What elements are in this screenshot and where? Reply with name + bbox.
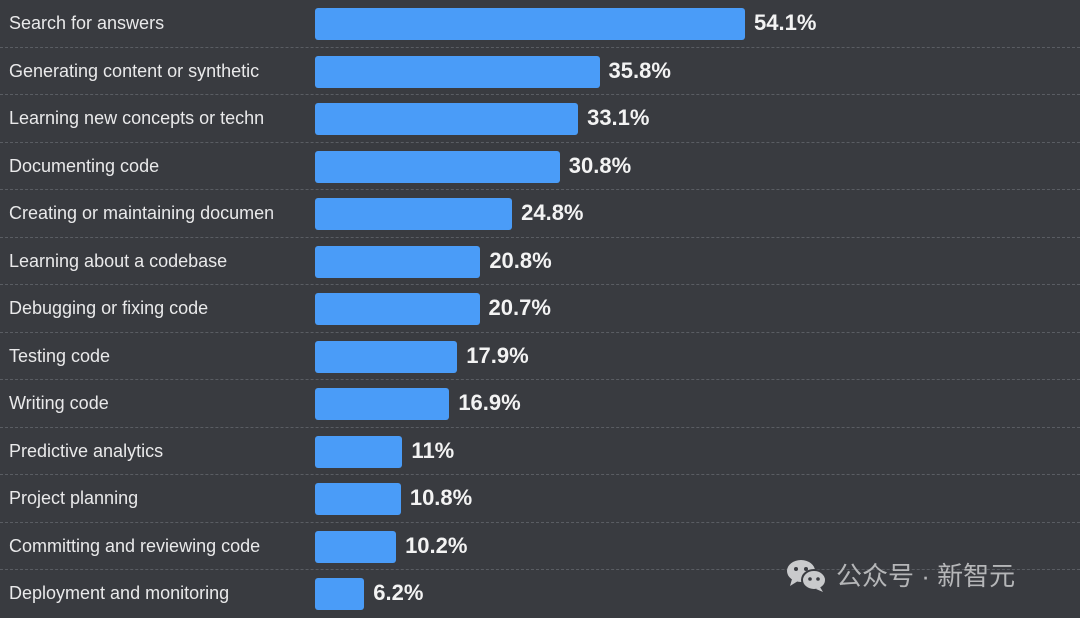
bar [315,198,513,230]
bar-row: Predictive analytics 11% [0,428,1080,475]
data-label: 17.9% [466,342,529,368]
row-separator [0,94,1080,95]
row-separator [0,189,1080,190]
category-label: Debugging or fixing code [9,298,209,318]
bar-row: Learning new concepts or techn 33.1% [0,95,1080,143]
bar [315,435,403,468]
row-separator [0,331,1080,333]
data-label: 54.1% [754,10,817,35]
category-label: Project planning [9,488,139,508]
bar [315,388,450,420]
category-label: Documenting code [9,155,160,176]
bar [315,103,579,135]
bar [315,55,600,88]
category-label: Testing code [9,345,111,366]
bar [315,578,365,610]
bar-row: Learning about a codebase 20.8% [0,238,1080,285]
data-label: 20.8% [489,247,552,273]
bar [315,8,745,40]
category-label: Deployment and monitoring [9,583,230,603]
category-label: Learning new concepts or techn [9,108,265,128]
row-separator [0,379,1080,380]
bar-row: Documenting code 30.8% [0,143,1080,190]
bar [315,530,397,563]
bar-row: Testing code 17.9% [0,333,1080,380]
bar-row: Writing code 16.9% [0,380,1080,428]
bar [315,483,401,515]
data-label: 6.2% [373,580,424,605]
row-separator [0,284,1080,285]
bar-row: Search for answers 54.1% [0,0,1080,48]
bar-row: Project planning 10.8% [0,475,1080,523]
bar [315,293,480,325]
data-label: 10.2% [405,532,468,558]
data-label: 30.8% [568,152,632,178]
bar [315,340,458,373]
bar [315,150,560,183]
row-separator [0,141,1080,143]
category-label: Search for answers [9,13,165,33]
wechat-icon [787,559,827,592]
row-separator [0,236,1080,238]
data-label: 33.1% [587,105,650,130]
data-label: 20.7% [488,295,551,320]
bar-row: Debugging or fixing code 20.7% [0,285,1080,333]
category-label: Writing code [9,393,109,413]
row-separator [0,474,1080,475]
data-label: 10.8% [409,485,473,510]
category-label: Learning about a codebase [9,250,228,271]
data-label: 24.8% [521,200,584,225]
row-separator [0,426,1080,428]
category-label: Creating or maintaining documen [9,203,275,223]
bar-row: Creating or maintaining documen 24.8% [0,190,1080,238]
data-label: 35.8% [608,57,671,83]
data-label: 11% [411,437,455,463]
category-label: Generating content or synthetic [9,60,260,81]
bar [315,245,481,278]
row-separator [0,569,1080,570]
data-label: 16.9% [458,390,521,415]
row-separator [0,46,1080,48]
row-separator [0,521,1080,523]
watermark: 公众号 · 新智元 [786,556,1015,593]
bar-row: Generating content or synthetic 35.8% [0,48,1080,95]
bar-row: Deployment and monitoring 6.2% [0,570,1080,618]
category-label: Committing and reviewing code [9,535,261,556]
bar-row: Committing and reviewing code 10.2% [0,523,1080,570]
category-label: Predictive analytics [9,440,164,461]
watermark-text: 公众号 · 新智元 [836,561,1016,591]
